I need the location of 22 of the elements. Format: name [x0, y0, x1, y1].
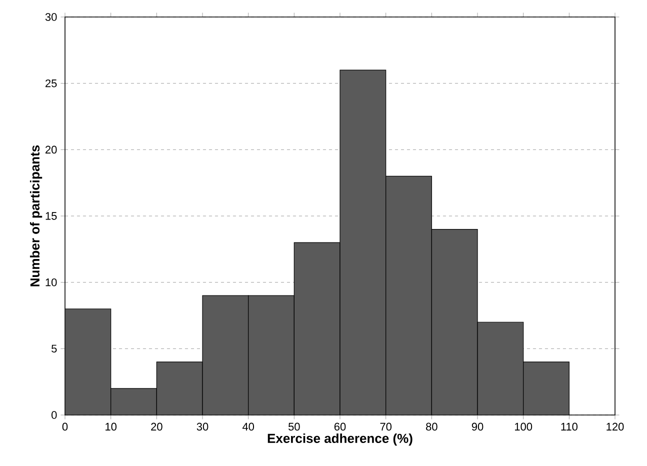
- x-tick-label: 20: [151, 422, 162, 431]
- x-tick-label: 110: [561, 422, 578, 431]
- x-tick-label: 50: [288, 422, 300, 431]
- x-tick-label: 30: [196, 422, 208, 431]
- y-tick-label: 15: [46, 212, 57, 220]
- y-tick-label: 20: [46, 146, 57, 154]
- x-tick-label: 40: [242, 422, 254, 431]
- x-tick-label: 10: [106, 422, 117, 431]
- y-tick-label: 10: [46, 278, 57, 286]
- x-tick-label: 60: [334, 422, 346, 431]
- x-tick-label: 90: [472, 422, 484, 431]
- x-tick-label: 120: [606, 422, 624, 431]
- x-tick-label: 100: [514, 422, 532, 431]
- y-tick-label: 5: [52, 344, 57, 353]
- y-axis-title: Number of participants: [30, 145, 42, 286]
- x-tick-label: 70: [380, 422, 392, 431]
- y-tick-label: 0: [52, 411, 57, 419]
- x-axis-title: Exercise adherence (%): [268, 433, 412, 446]
- x-tick-label: 0: [62, 422, 68, 431]
- y-tick-label: 25: [46, 79, 57, 88]
- x-tick-label: 80: [426, 422, 438, 431]
- y-tick-label: 30: [45, 13, 57, 21]
